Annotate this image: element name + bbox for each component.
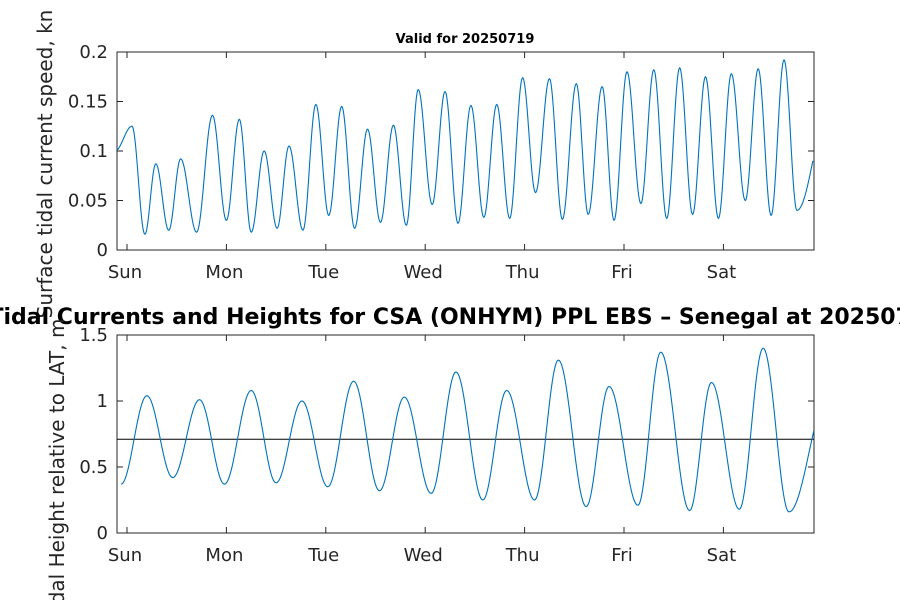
tidal-height-xtick-label: Tue (307, 545, 339, 566)
current-speed-ytick-label: 0.15 (68, 92, 108, 113)
tidal-height-line (120, 347, 815, 513)
current-speed-xtick-label: Sun (108, 262, 142, 283)
tidal-height-xtick-label: Mon (205, 545, 243, 566)
tidal-height-ticks (117, 334, 814, 534)
current-speed-xtick-label: Tue (307, 262, 339, 283)
current-speed-tick-labels: 0 0.05 0.1 0.15 0.2 Sun Mon Tue Wed Thu Fri Sat (68, 42, 736, 283)
tidal-height-ytick-label: 0 (97, 523, 108, 544)
current-speed-ytick-label: 0.2 (79, 42, 108, 63)
tidal-height-title: Tidal Currents and Heights for CSA (ONHY… (0, 305, 900, 330)
current-speed-xtick-label: Thu (505, 262, 540, 283)
current-speed-ytick-label: 0.05 (68, 191, 108, 212)
current-speed-ylabel: Surface tidal current speed, kn (33, 10, 57, 319)
current-speed-xtick-label: Fri (611, 262, 632, 283)
current-speed-line (116, 59, 814, 235)
tidal-height-ylabel: Tidal Height relative to LAT, m (45, 319, 69, 600)
current-speed-ytick-label: 0 (97, 240, 108, 261)
tidal-height-xtick-label: Sun (108, 545, 142, 566)
current-speed-ticks (117, 51, 814, 251)
tidal-height-chart: 0 0.5 1 1.5 Sun Mon Tue Wed Thu Fri Sat Tidal Curr… (0, 305, 900, 600)
current-speed-ytick-label: 0.1 (79, 141, 108, 162)
current-speed-xtick-label: Wed (404, 262, 443, 283)
tidal-height-ytick-label: 0.5 (79, 457, 108, 478)
tidal-height-xtick-label: Thu (505, 545, 540, 566)
tidal-height-ytick-label: 1.5 (79, 325, 108, 346)
current-speed-title: Valid for 20250719 (396, 32, 535, 47)
tidal-height-plot-area (116, 334, 815, 534)
tidal-height-ytick-label: 1 (97, 391, 108, 412)
current-speed-xtick-label: Mon (205, 262, 243, 283)
current-speed-xtick-label: Sat (707, 262, 737, 283)
tidal-height-xtick-label: Fri (611, 545, 632, 566)
tidal-height-xtick-label: Sat (707, 545, 737, 566)
current-speed-chart: 0 0.05 0.1 0.15 0.2 Sun Mon Tue Wed Thu Fri Sat Val… (33, 10, 815, 319)
tidal-height-xtick-label: Wed (404, 545, 443, 566)
tidal-height-tick-labels: 0 0.5 1 1.5 Sun Mon Tue Wed Thu Fri Sat (79, 325, 736, 566)
